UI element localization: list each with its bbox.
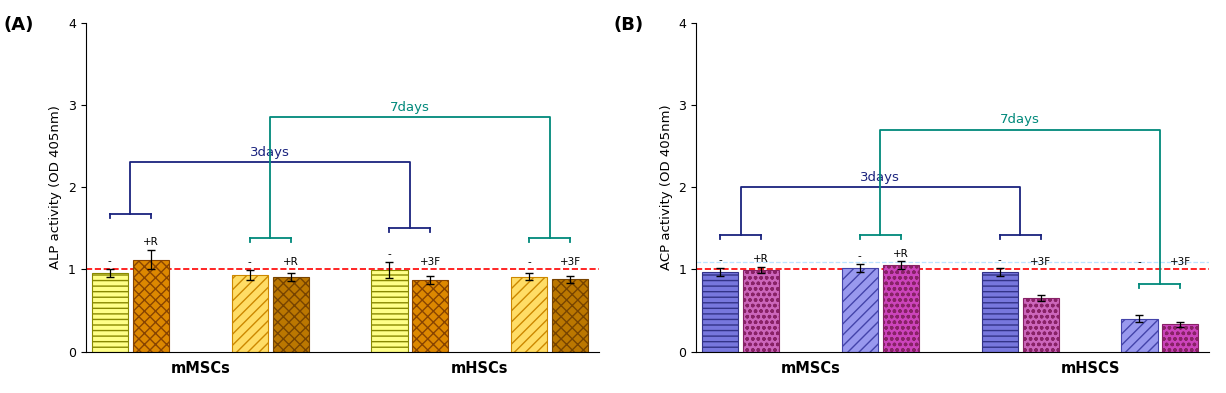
Y-axis label: ALP activity (OD 405nm): ALP activity (OD 405nm) [49, 105, 63, 269]
Text: 7days: 7days [390, 101, 430, 114]
Bar [272, 277, 309, 352]
Bar [371, 270, 407, 352]
Text: -: - [527, 257, 531, 267]
Bar [412, 280, 449, 352]
Bar [1162, 325, 1199, 352]
Text: +R: +R [893, 249, 908, 259]
Bar [232, 275, 267, 352]
Text: +3F: +3F [1170, 257, 1190, 267]
Bar [92, 273, 128, 352]
Bar [982, 272, 1018, 352]
Text: (B): (B) [614, 16, 644, 34]
Text: +R: +R [283, 257, 298, 267]
Bar [1022, 298, 1059, 352]
Bar [511, 277, 547, 352]
Text: +3F: +3F [559, 257, 581, 267]
Text: +3F: +3F [1030, 257, 1051, 267]
Text: 3days: 3days [250, 146, 291, 159]
Bar [552, 279, 588, 352]
Text: -: - [387, 250, 391, 259]
Bar [702, 272, 738, 352]
Text: -: - [1138, 257, 1141, 267]
Text: -: - [248, 257, 251, 267]
Text: -: - [718, 255, 722, 265]
Text: -: - [858, 251, 862, 261]
Text: -: - [108, 256, 112, 266]
Text: 7days: 7days [1000, 113, 1040, 126]
Text: -: - [998, 255, 1002, 265]
Y-axis label: ACP activity (OD 405nm): ACP activity (OD 405nm) [660, 105, 673, 270]
Text: +3F: +3F [419, 257, 441, 267]
Text: +R: +R [753, 254, 769, 264]
Text: (A): (A) [4, 16, 34, 34]
Bar [842, 268, 878, 352]
Text: +R: +R [143, 237, 158, 247]
Bar [743, 270, 780, 352]
Bar [132, 259, 169, 352]
Bar [1122, 319, 1157, 352]
Text: 3days: 3days [861, 171, 900, 184]
Bar [883, 265, 920, 352]
